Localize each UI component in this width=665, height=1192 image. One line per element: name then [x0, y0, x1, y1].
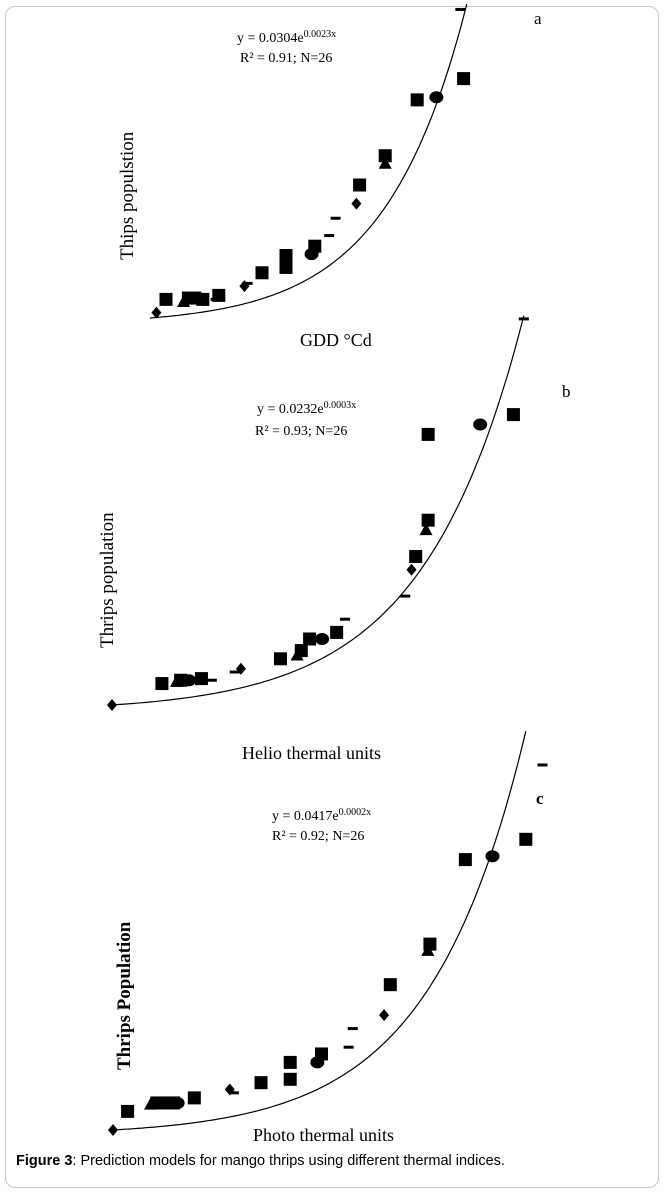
point-dash: [242, 281, 253, 285]
trend-line-b: [111, 315, 525, 706]
plot-area-b: [107, 315, 529, 711]
point-diamond: [351, 197, 362, 210]
point-square: [294, 644, 308, 658]
chart-panel-b: y = 0.0232e0.0003x R² = 0.93; N=26 b Thr…: [0, 315, 665, 765]
x-axis-label-b: Helio thermal units: [242, 743, 381, 763]
point-square: [255, 266, 269, 280]
point-square: [279, 260, 293, 274]
equation-c: y = 0.0417e0.0002x: [272, 807, 371, 825]
point-circle: [473, 418, 488, 431]
point-square: [308, 239, 322, 253]
chart-panel-a: y = 0.0304e0.0023x R² = 0.91; N=26 a Thi…: [0, 0, 665, 350]
x-axis-label-c: Photo thermal units: [253, 1125, 394, 1145]
r-squared-a: R² = 0.91; N=26: [240, 51, 332, 66]
point-square: [457, 72, 471, 86]
trend-line-c: [112, 731, 527, 1131]
point-square: [283, 1072, 297, 1086]
plot-area-a: [149, 3, 471, 319]
point-triangle: [419, 523, 433, 536]
figure-frame: [5, 6, 659, 1188]
y-axis-label-b: Thrips population: [97, 512, 118, 648]
point-dash: [347, 1027, 358, 1031]
point-square: [353, 178, 367, 192]
panel-letter-b: b: [562, 382, 571, 401]
point-dash: [343, 1045, 354, 1049]
point-circle: [315, 633, 330, 645]
point-square: [519, 832, 533, 846]
chart-panel-c: y = 0.0417e0.0002x R² = 0.92; N=26 c Thr…: [0, 731, 665, 1150]
point-diamond: [239, 280, 250, 293]
point-circle: [181, 674, 196, 687]
point-triangle: [378, 156, 392, 169]
chart-c-svg: y = 0.0417e0.0002x R² = 0.92; N=26 c Thr…: [108, 731, 548, 1145]
point-square: [330, 625, 344, 639]
x-axis-label-a: GDD °Cd: [300, 330, 372, 350]
point-dash: [206, 678, 217, 682]
chart-a-svg: y = 0.0304e0.0023x R² = 0.91; N=26 a Thi…: [117, 3, 542, 350]
point-square: [303, 632, 317, 646]
caption-label: Figure 3: [16, 1153, 73, 1169]
point-square: [315, 1047, 328, 1061]
point-dash: [228, 1091, 239, 1095]
r-squared-b: R² = 0.93; N=26: [255, 424, 347, 439]
point-dash: [324, 234, 335, 238]
chart-b-svg: y = 0.0232e0.0003x R² = 0.93; N=26 b Thr…: [97, 315, 571, 763]
point-diamond: [108, 1124, 118, 1136]
equation-b: y = 0.0232e0.0003x: [257, 400, 356, 418]
point-square: [155, 677, 169, 691]
point-dash: [330, 216, 341, 220]
trend-line-a: [149, 3, 468, 319]
point-diamond: [379, 1009, 390, 1022]
equation-a: y = 0.0304e0.0023x: [237, 29, 336, 47]
point-diamond: [406, 563, 417, 576]
point-diamond: [107, 699, 117, 711]
point-dash: [229, 670, 240, 674]
y-axis-label-a: Thips populstion: [117, 131, 138, 260]
panel-letter-c: c: [536, 789, 544, 808]
r-squared-c: R² = 0.92; N=26: [272, 829, 364, 844]
point-diamond: [151, 306, 162, 319]
point-square: [423, 937, 437, 951]
panel-letter-a: a: [534, 9, 542, 28]
point-circle: [192, 293, 207, 306]
point-square: [254, 1076, 268, 1090]
point-circle: [170, 1096, 185, 1109]
point-square: [421, 427, 435, 441]
point-square: [383, 978, 397, 992]
point-circle: [485, 850, 500, 863]
point-dash: [455, 7, 466, 11]
point-square: [378, 149, 392, 163]
point-square: [159, 292, 173, 306]
point-square: [279, 248, 293, 262]
point-dash: [518, 317, 529, 321]
point-square: [273, 652, 287, 666]
point-square: [506, 408, 520, 422]
point-dash: [339, 617, 350, 621]
point-square: [194, 672, 208, 686]
point-circle: [429, 91, 444, 104]
point-square: [410, 93, 424, 107]
caption-text: : Prediction models for mango thrips usi…: [72, 1153, 505, 1169]
point-square: [121, 1104, 135, 1118]
point-square: [409, 550, 423, 563]
point-dash: [400, 594, 411, 598]
figure-caption: Figure 3: Prediction models for mango th…: [16, 1153, 656, 1169]
point-square: [212, 288, 226, 302]
y-axis-label-c: Thrips Population: [114, 921, 135, 1070]
point-square: [187, 1091, 201, 1105]
point-dash: [537, 763, 548, 767]
point-square: [421, 513, 435, 527]
plot-area-c: [108, 731, 548, 1136]
point-square: [458, 853, 472, 867]
point-square: [283, 1055, 297, 1069]
